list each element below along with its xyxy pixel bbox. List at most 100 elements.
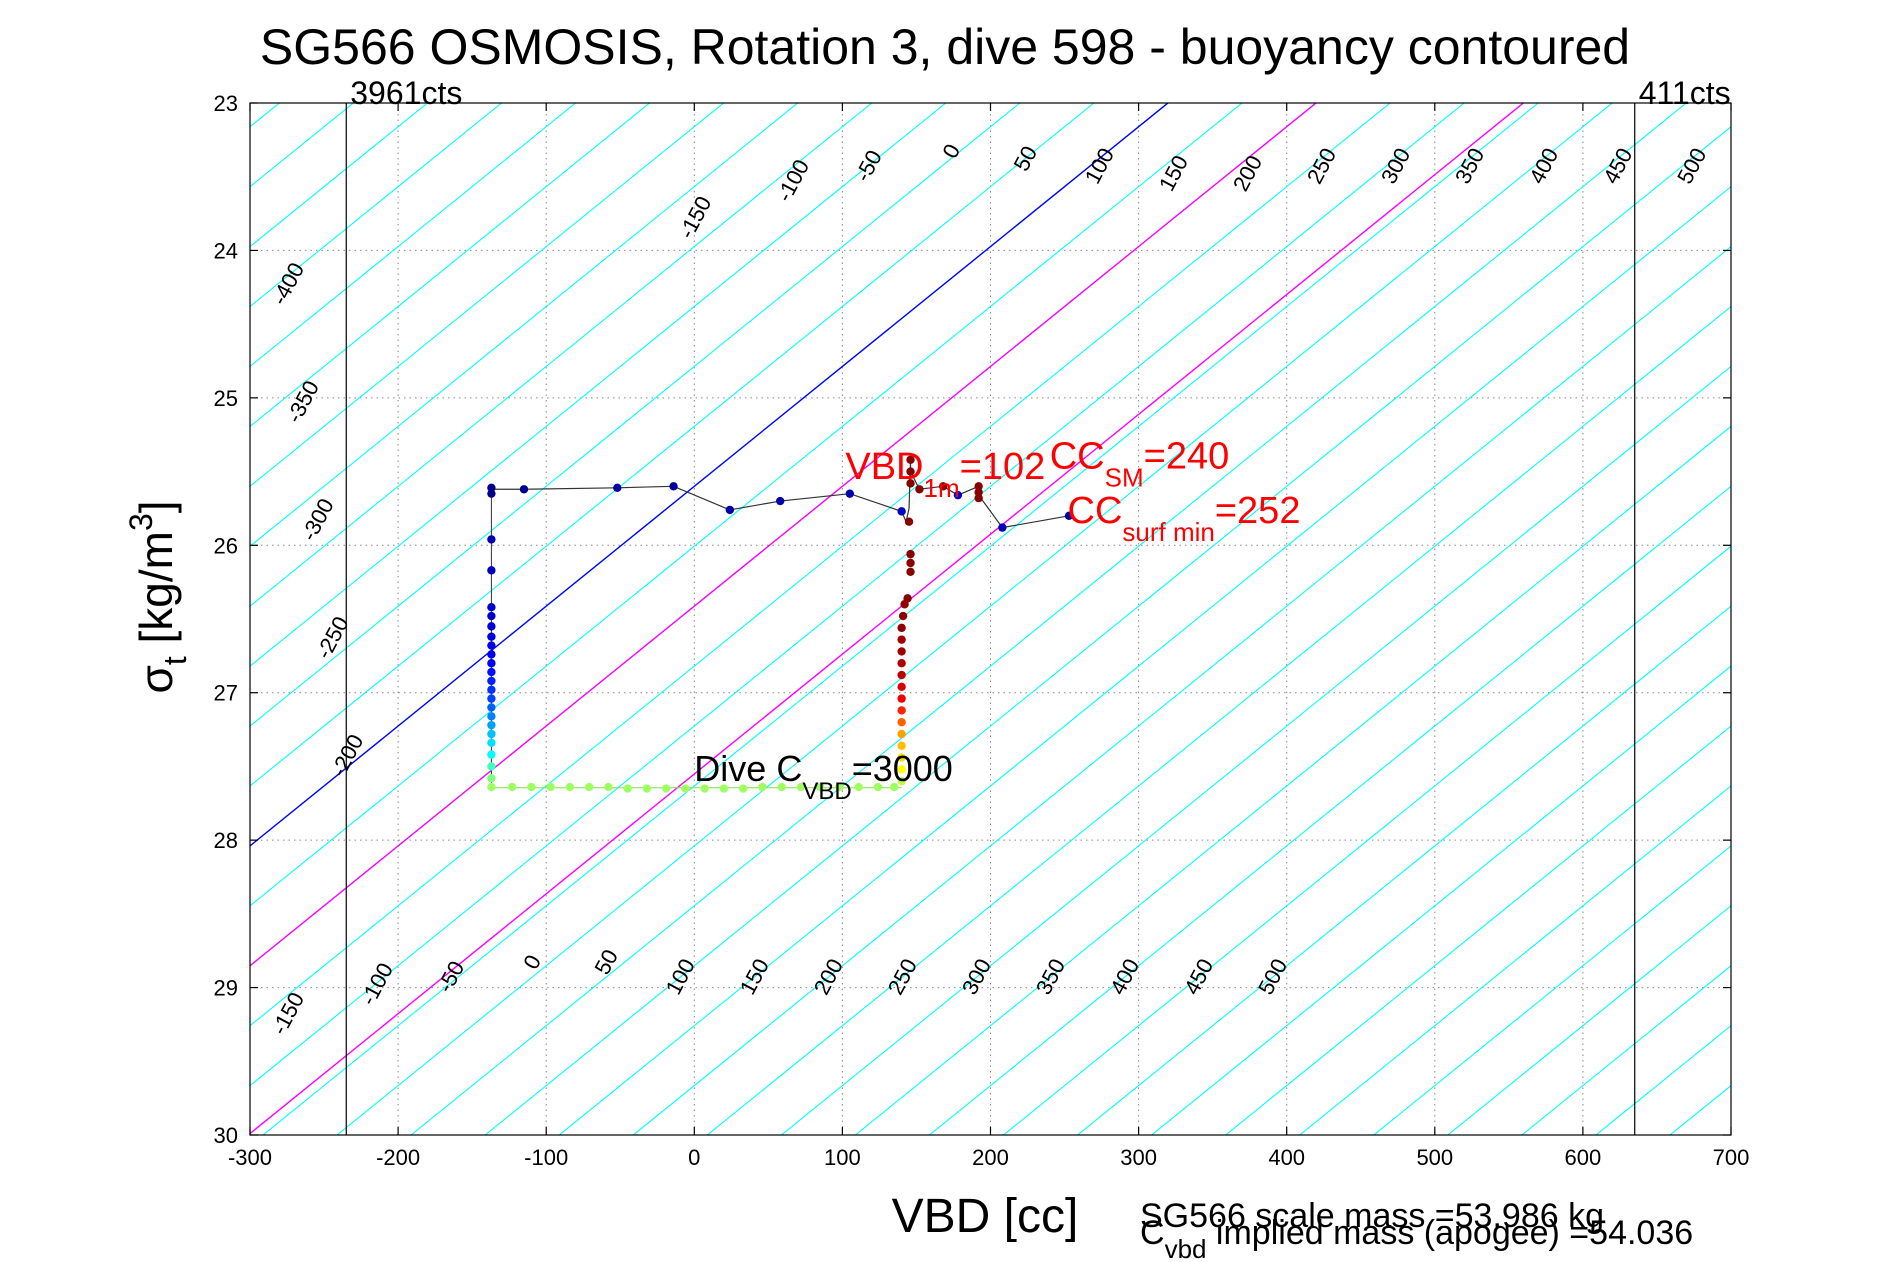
contour-label: -100 xyxy=(355,959,398,1010)
dive-point xyxy=(897,765,906,774)
contour-label: -100 xyxy=(771,155,814,206)
contour-line xyxy=(250,103,281,128)
dive-point xyxy=(487,489,496,498)
implied-mass-main: C xyxy=(1140,1214,1165,1252)
x-tick-label: 200 xyxy=(972,1145,1009,1170)
dive-point xyxy=(897,729,906,739)
contour-label: -400 xyxy=(266,258,309,309)
dive-point xyxy=(487,676,496,686)
dive-point xyxy=(487,650,496,659)
dive-point xyxy=(681,784,690,793)
dive-point xyxy=(642,784,652,793)
contour-line xyxy=(1372,845,1731,1135)
annotation-main: Dive C xyxy=(694,748,802,789)
y-tick-label: 30 xyxy=(214,1123,238,1148)
contour-line xyxy=(1224,725,1731,1135)
contour-line xyxy=(1002,545,1731,1135)
contour-label: 250 xyxy=(1302,144,1341,188)
dive-point xyxy=(906,455,915,464)
contour-line xyxy=(250,103,1095,787)
dive-point xyxy=(738,784,748,793)
contour-line xyxy=(250,103,1465,1087)
contour-line xyxy=(1595,1024,1731,1135)
contour-line xyxy=(250,103,947,667)
contour-line xyxy=(250,103,1391,1027)
contour-labels: -400-350-300-250-200-150-100 -50 0 50 100 150… xyxy=(266,140,1711,1039)
dive-point xyxy=(487,483,496,492)
dive-point xyxy=(897,647,906,656)
y-axis-label-unit-sup: 3 xyxy=(123,513,159,531)
dive-point xyxy=(835,782,844,792)
dive-point xyxy=(906,549,915,559)
contour-line xyxy=(1446,905,1731,1135)
dive-point xyxy=(487,782,496,792)
dive-point xyxy=(898,611,908,621)
y-tick-label: 28 xyxy=(214,828,238,853)
annotation-value: =240 xyxy=(1144,436,1230,478)
dive-point xyxy=(661,784,671,793)
dive-point xyxy=(897,753,906,762)
dive-point xyxy=(623,784,632,793)
dive-point xyxy=(487,774,496,783)
contour-label: 350 xyxy=(1031,955,1070,999)
annotation-value: =102 xyxy=(960,446,1046,488)
contour-line xyxy=(1076,605,1731,1135)
x-tick-label: 600 xyxy=(1565,1145,1602,1170)
contour-line xyxy=(484,126,1731,1135)
dive-point xyxy=(546,782,555,792)
dive-point xyxy=(906,558,915,568)
contour-label: 50 xyxy=(1009,142,1043,175)
contour-line xyxy=(250,103,725,488)
y-axis-label-unit: [kg/m xyxy=(130,531,182,656)
x-tick-label: 400 xyxy=(1268,1145,1305,1170)
contour-line xyxy=(250,103,503,308)
dive-point xyxy=(669,482,678,491)
contour-label: 0 xyxy=(937,140,965,163)
contour-line xyxy=(0,29,74,1208)
y-tick-label: 25 xyxy=(214,386,238,411)
annotation-cc-surf-min: CCsurf min=252 xyxy=(1068,490,1301,547)
contour-label: 50 xyxy=(589,945,623,978)
contour-line xyxy=(0,29,148,1208)
dive-point xyxy=(906,479,915,488)
contour-label: -300 xyxy=(296,494,339,545)
implied-mass-rest: implied mass (apogee) =54.036 xyxy=(1206,1214,1693,1252)
dive-point xyxy=(487,566,496,575)
y-tick-label: 23 xyxy=(214,91,238,116)
contour-label: 0 xyxy=(518,951,546,974)
vbd-limit-lines: 3961cts 411cts xyxy=(345,75,1731,1135)
dive-point xyxy=(487,622,496,631)
contour-line xyxy=(250,103,651,428)
y-axis-label: σt [kg/m3] xyxy=(123,500,193,693)
x-tick-label: 100 xyxy=(824,1145,861,1170)
dive-point xyxy=(854,782,863,792)
dive-point xyxy=(604,782,613,792)
dive-point xyxy=(487,750,496,759)
contour-line xyxy=(250,103,577,368)
dive-point xyxy=(487,535,496,544)
dive-point xyxy=(487,720,496,730)
contour-label: -150 xyxy=(266,988,309,1039)
contour-label: 100 xyxy=(1080,144,1119,188)
dive-point xyxy=(584,782,594,792)
contour-line xyxy=(1298,785,1731,1135)
contour-label: -50 xyxy=(432,957,469,997)
dive-path xyxy=(490,459,1070,789)
contour-line-highlight xyxy=(250,103,1318,967)
dive-point xyxy=(974,493,983,503)
contour-line xyxy=(1521,965,1731,1135)
dive-point xyxy=(487,685,496,694)
dive-point xyxy=(897,659,906,668)
contour-label: 250 xyxy=(883,955,922,999)
y-tick-label: 24 xyxy=(214,238,238,263)
contour-line xyxy=(336,103,1614,1135)
annotation-sub: surf min xyxy=(1122,517,1214,547)
contour-line xyxy=(1727,29,1891,1208)
dive-point xyxy=(777,782,786,792)
contour-line xyxy=(250,103,429,248)
contour-label: 150 xyxy=(735,955,774,999)
contour-line xyxy=(854,425,1731,1135)
vbd-limit-label: 411cts xyxy=(1639,75,1731,111)
y-tick-label: 29 xyxy=(214,976,238,1001)
chart-title: SG566 OSMOSIS, Rotation 3, dive 598 - bu… xyxy=(260,19,1630,75)
